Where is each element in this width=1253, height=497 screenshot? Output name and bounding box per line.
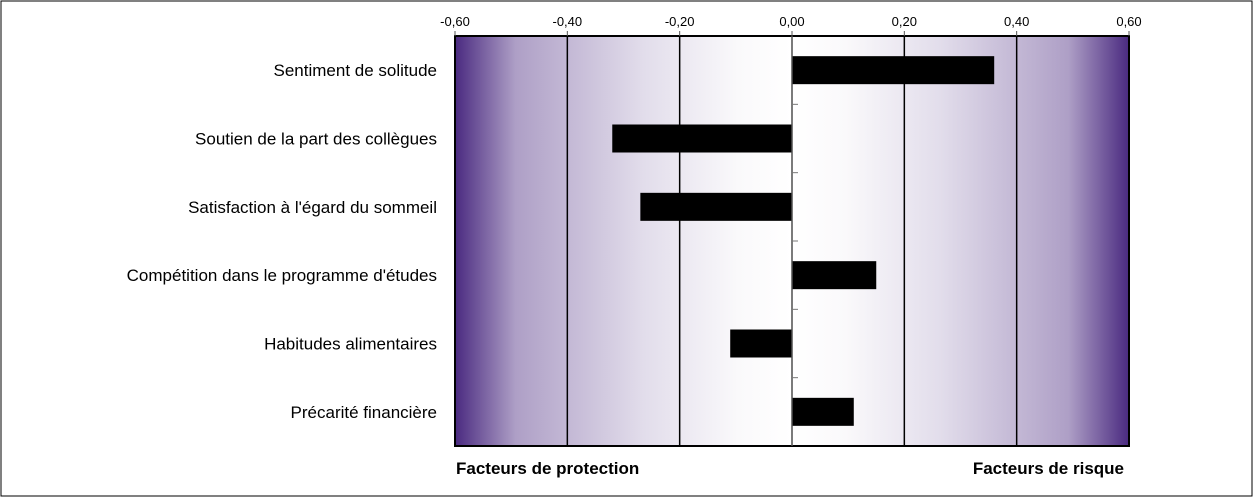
- x-tick-label: -0,60: [440, 14, 470, 29]
- category-label: Habitudes alimentaires: [264, 335, 437, 354]
- category-label: Soutien de la part des collègues: [195, 130, 437, 149]
- category-label: Sentiment de solitude: [274, 61, 438, 80]
- x-tick-label: 0,40: [1004, 14, 1029, 29]
- category-label: Satisfaction à l'égard du sommeil: [188, 198, 437, 217]
- bar: [792, 397, 854, 426]
- risk-factors-label: Facteurs de risque: [973, 459, 1124, 478]
- x-tick-label: 0,00: [779, 14, 804, 29]
- x-tick-label: -0,40: [553, 14, 583, 29]
- bar: [730, 329, 792, 358]
- category-label: Précarité financière: [291, 403, 437, 422]
- protective-factors-label: Facteurs de protection: [456, 459, 639, 478]
- bar: [640, 192, 792, 221]
- x-tick-label: 0,20: [892, 14, 917, 29]
- bar: [612, 124, 792, 153]
- bar: [792, 261, 877, 290]
- bar: [792, 56, 995, 85]
- x-tick-label: -0,20: [665, 14, 695, 29]
- category-label: Compétition dans le programme d'études: [127, 266, 437, 285]
- x-tick-label: 0,60: [1116, 14, 1141, 29]
